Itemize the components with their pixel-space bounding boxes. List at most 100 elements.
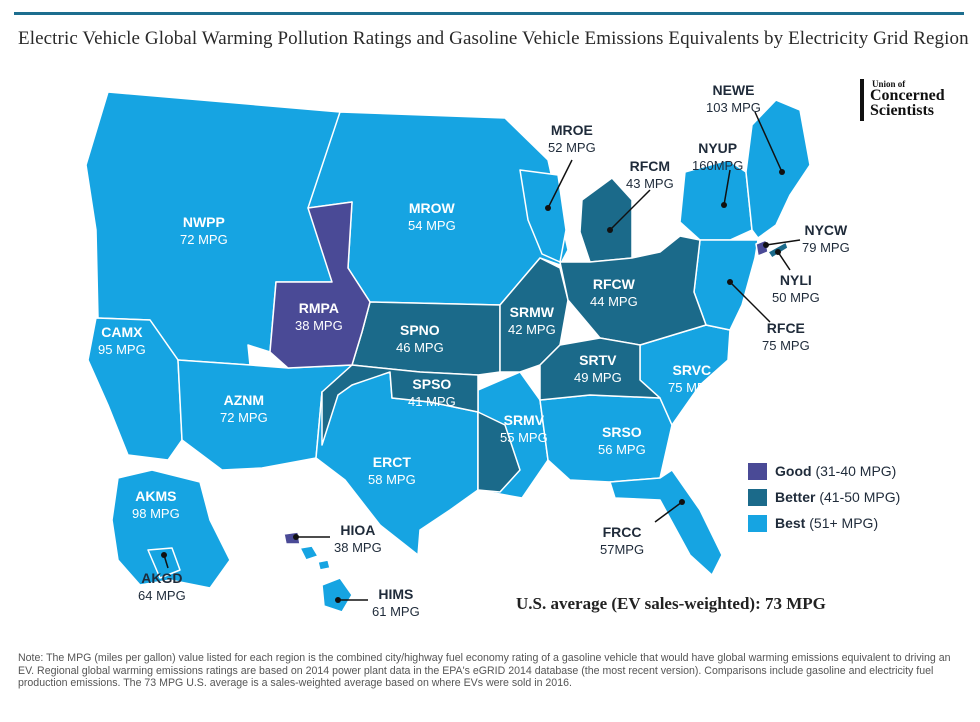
- label-rfce: RFCE 75 MPG: [762, 320, 810, 354]
- label-nycw: NYCW 79 MPG: [802, 222, 850, 256]
- mpg: 38 MPG: [334, 540, 382, 555]
- region-rmpa[interactable]: [269, 201, 371, 369]
- top-rule: [14, 12, 964, 15]
- code: AZNM: [223, 392, 265, 408]
- mpg: 42 MPG: [508, 322, 556, 337]
- label-aznm: AZNM 72 MPG: [220, 392, 268, 426]
- label-mroe: MROE 52 MPG: [548, 122, 596, 156]
- region-frcc[interactable]: [609, 469, 723, 576]
- label-spno: SPNO 46 MPG: [396, 322, 444, 356]
- label-rmpa: RMPA 38 MPG: [295, 300, 343, 334]
- mpg: 43 MPG: [626, 176, 674, 191]
- label-hims: HIMS 61 MPG: [372, 586, 420, 620]
- code: NYCW: [804, 222, 848, 238]
- legend-range: (41-50 MPG): [819, 489, 901, 505]
- code: AKMS: [135, 488, 177, 504]
- region-akms[interactable]: [111, 469, 231, 589]
- code: NYUP: [698, 140, 738, 156]
- mpg: 46 MPG: [396, 340, 444, 355]
- legend-text-better: Better (41-50 MPG): [775, 489, 900, 505]
- code: SRTV: [579, 352, 617, 368]
- dot-akgd: [161, 552, 167, 558]
- dot-nycw: [763, 242, 769, 248]
- legend-text-best: Best (51+ MPG): [775, 515, 878, 531]
- mpg: 52 MPG: [548, 140, 596, 155]
- label-hioa: HIOA 38 MPG: [334, 522, 382, 556]
- code: SPSO: [412, 376, 452, 392]
- dot-mroe: [545, 205, 551, 211]
- label-mrow: MROW 54 MPG: [408, 200, 456, 234]
- region-spso[interactable]: [321, 364, 521, 493]
- label-akgd: AKGD 64 MPG: [138, 570, 186, 604]
- legend-label: Good: [775, 463, 812, 479]
- mpg: 56 MPG: [598, 442, 646, 457]
- logo-line-2: Concerned: [870, 87, 945, 104]
- code: RFCE: [766, 320, 805, 336]
- region-newe[interactable]: [745, 99, 811, 239]
- label-srtv: SRTV 49 MPG: [574, 352, 622, 386]
- code: RMPA: [298, 300, 339, 316]
- code: HIOA: [340, 522, 376, 538]
- code: FRCC: [602, 524, 642, 540]
- dot-hioa: [293, 534, 299, 540]
- mpg: 64 MPG: [138, 588, 186, 603]
- mpg: 103 MPG: [706, 100, 761, 115]
- logo-bar: [860, 79, 864, 121]
- mpg: 75 MPG: [762, 338, 810, 353]
- code: NYLI: [779, 272, 812, 288]
- code: SRMV: [503, 412, 545, 428]
- label-frcc: FRCC 57MPG: [600, 524, 644, 558]
- code: CAMX: [101, 324, 143, 340]
- code: NEWE: [712, 82, 755, 98]
- page-title: Electric Vehicle Global Warming Pollutio…: [18, 28, 969, 49]
- code: HIMS: [378, 586, 414, 602]
- code: SRVC: [672, 362, 712, 378]
- legend-label: Best: [775, 515, 806, 531]
- region-rfcw[interactable]: [559, 235, 707, 346]
- label-spso: SPSO 41 MPG: [408, 376, 456, 410]
- mpg: 98 MPG: [132, 506, 180, 521]
- leader-rfcm: [609, 189, 651, 231]
- region-hims[interactable]: [299, 545, 353, 613]
- us-average: U.S. average (EV sales-weighted): 73 MPG: [516, 594, 826, 613]
- mpg: 55 MPG: [500, 430, 548, 445]
- mpg: 44 MPG: [590, 294, 638, 309]
- leader-nyli: [777, 251, 791, 271]
- region-camx[interactable]: [87, 317, 183, 461]
- leader-frcc: [654, 501, 683, 523]
- code: NWPP: [182, 214, 225, 230]
- leader-nyup: [723, 169, 731, 206]
- label-srmv: SRMV 55 MPG: [500, 412, 548, 446]
- logo-line-3: Scientists: [870, 102, 934, 119]
- code: SRSO: [602, 424, 642, 440]
- region-akgd[interactable]: [147, 547, 181, 579]
- region-nyup[interactable]: [679, 159, 753, 241]
- legend-swatch-best: [748, 515, 767, 532]
- legend-swatch-better: [748, 489, 767, 506]
- label-nyup: NYUP 160MPG: [692, 140, 743, 174]
- leader-mroe: [547, 159, 573, 209]
- mpg: 79 MPG: [802, 240, 850, 255]
- mpg: 58 MPG: [368, 472, 416, 487]
- mpg: 72 MPG: [180, 232, 228, 247]
- mpg: 49 MPG: [574, 370, 622, 385]
- legend-swatch-good: [748, 463, 767, 480]
- region-rfcm[interactable]: [579, 177, 633, 263]
- mpg: 72 MPG: [220, 410, 268, 425]
- legend-text-good: Good (31-40 MPG): [775, 463, 896, 479]
- label-srso: SRSO 56 MPG: [598, 424, 646, 458]
- code: RFCW: [592, 276, 635, 292]
- dot-nyli: [775, 249, 781, 255]
- ucs-logo: Union of Concerned Scientists: [860, 79, 960, 121]
- label-nyli: NYLI 50 MPG: [772, 272, 820, 306]
- code: AKGD: [141, 570, 183, 586]
- mpg: 95 MPG: [98, 342, 146, 357]
- code: SRMW: [509, 304, 554, 320]
- region-srtv[interactable]: [539, 337, 661, 401]
- leader-rfce: [729, 281, 771, 323]
- leader-nycw: [765, 239, 801, 246]
- label-rfcm: RFCM 43 MPG: [626, 158, 674, 192]
- mpg: 41 MPG: [408, 394, 456, 409]
- legend-label: Better: [775, 489, 816, 505]
- code: MROW: [408, 200, 455, 216]
